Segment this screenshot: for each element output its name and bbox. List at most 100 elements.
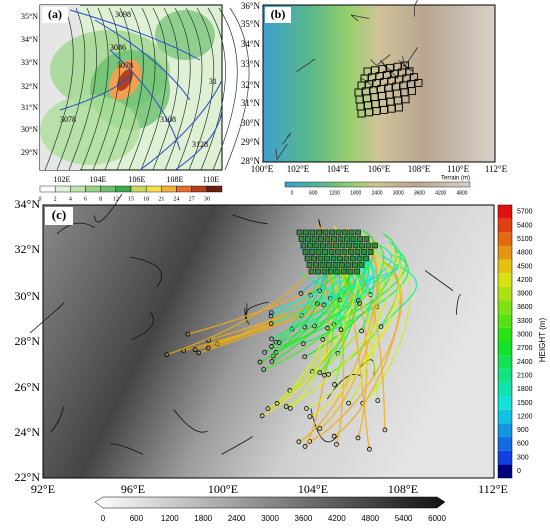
endpoint bbox=[257, 359, 263, 365]
boundary bbox=[281, 132, 292, 145]
endpoint bbox=[304, 405, 309, 411]
streamline bbox=[176, 7, 203, 171]
boundary bbox=[93, 193, 123, 223]
boundary bbox=[232, 214, 268, 224]
contour bbox=[59, 74, 131, 111]
colorbar-label: 300 bbox=[517, 454, 529, 461]
height-colorbar-cell bbox=[498, 314, 512, 328]
lon-tick-label: 104°E bbox=[327, 164, 350, 174]
streamline bbox=[116, 7, 144, 171]
grid-box bbox=[331, 236, 337, 242]
colorbar-label: 1800 bbox=[194, 514, 212, 523]
grid-box bbox=[316, 229, 322, 236]
grid-box bbox=[372, 242, 378, 249]
lat-tick-label: 32°N bbox=[15, 242, 41, 256]
precip-area bbox=[40, 95, 140, 165]
colorbar-label: 0 bbox=[101, 514, 106, 523]
endpoint bbox=[205, 345, 211, 351]
colorbar-cell bbox=[206, 185, 223, 193]
colorbar-label: 3900 bbox=[517, 291, 533, 298]
endpoint bbox=[307, 414, 313, 419]
grid-box bbox=[326, 242, 333, 249]
endpoint bbox=[346, 400, 352, 406]
height-colorbar-cell bbox=[498, 396, 512, 410]
lat-tick-label: 34°N bbox=[21, 35, 38, 44]
lon-tick-label: 104°E bbox=[298, 482, 328, 496]
colorbar-label: 3600 bbox=[295, 514, 313, 523]
colorbar-label: 5400 bbox=[395, 514, 413, 523]
endpoint bbox=[269, 344, 275, 349]
boundary bbox=[110, 443, 144, 455]
colorbar-label: 600 bbox=[309, 190, 318, 196]
boundary bbox=[129, 256, 162, 288]
grid-box bbox=[361, 249, 367, 255]
grid-box bbox=[313, 262, 319, 268]
height-colorbar-cell bbox=[498, 205, 512, 219]
lat-tick-label: 36°N bbox=[241, 1, 261, 11]
streamline bbox=[188, 7, 215, 171]
streamline bbox=[140, 7, 168, 171]
contour-label: 31 bbox=[209, 77, 217, 86]
height-colorbar-cell bbox=[498, 218, 512, 233]
lat-tick-label: 30°N bbox=[21, 125, 38, 134]
grid-box bbox=[318, 236, 324, 242]
lat-tick-label: 32°N bbox=[21, 82, 38, 91]
streamline bbox=[212, 7, 238, 171]
terrain-colorbar bbox=[284, 181, 471, 188]
contour-label: 3086 bbox=[110, 43, 126, 52]
endpoint bbox=[375, 398, 381, 403]
colorbar-label: 2400 bbox=[371, 190, 382, 196]
lat-tick-label: 29°N bbox=[241, 137, 261, 147]
lat-tick-label: 26°N bbox=[15, 380, 41, 394]
streamline bbox=[128, 7, 156, 171]
lon-tick-label: 96°E bbox=[121, 482, 145, 496]
colorbar-cell bbox=[39, 185, 56, 193]
boundary bbox=[350, 14, 370, 22]
lon-tick-label: 100°E bbox=[208, 482, 238, 496]
colorbar-label: 2400 bbox=[517, 359, 533, 366]
lat-tick-label: 31°N bbox=[21, 103, 38, 112]
lat-tick-label: 30°N bbox=[15, 289, 41, 303]
grid-box bbox=[395, 103, 403, 112]
colorbar-label: 21 bbox=[158, 196, 164, 202]
contour bbox=[109, 49, 181, 151]
grid-box bbox=[305, 236, 311, 242]
streamline bbox=[104, 7, 132, 171]
endpoint bbox=[312, 323, 317, 329]
colorbar-label: 1200 bbox=[329, 190, 340, 196]
grid-box bbox=[311, 236, 318, 242]
colorbar-label: 3000 bbox=[517, 332, 533, 339]
colorbar-frame bbox=[497, 204, 513, 479]
lat-tick-label: 35°N bbox=[21, 12, 38, 21]
lon-tick-label: 112°E bbox=[478, 482, 508, 496]
colorbar-label: 5400 bbox=[517, 222, 533, 229]
grid-box bbox=[348, 229, 355, 236]
boundary bbox=[50, 406, 64, 433]
streamline bbox=[152, 7, 179, 171]
grid-box bbox=[354, 268, 360, 275]
grid-box bbox=[339, 262, 345, 268]
boundary bbox=[221, 436, 253, 455]
grid-box bbox=[401, 95, 410, 104]
contour-label: 3078 bbox=[117, 61, 133, 70]
endpoint bbox=[196, 350, 202, 356]
colorbar-label: 0 bbox=[291, 190, 294, 196]
grid-box bbox=[329, 229, 335, 236]
contour bbox=[139, 79, 223, 171]
grid-box bbox=[414, 78, 423, 87]
grid-box bbox=[352, 242, 359, 249]
endpoint bbox=[359, 328, 364, 334]
grid-box bbox=[346, 242, 352, 249]
boundary bbox=[173, 409, 208, 433]
boundary bbox=[370, 54, 391, 67]
colorbar-label: 6000 bbox=[428, 514, 446, 523]
grid-box bbox=[347, 268, 354, 275]
lon-tick-label: 108E bbox=[167, 175, 184, 184]
grid-box bbox=[408, 87, 416, 96]
endpoint bbox=[302, 354, 308, 360]
endpoint bbox=[302, 443, 308, 449]
trajectory bbox=[271, 271, 367, 348]
grid-box bbox=[342, 229, 348, 236]
endpoint bbox=[320, 337, 326, 342]
height-colorbar-cell bbox=[498, 300, 512, 315]
